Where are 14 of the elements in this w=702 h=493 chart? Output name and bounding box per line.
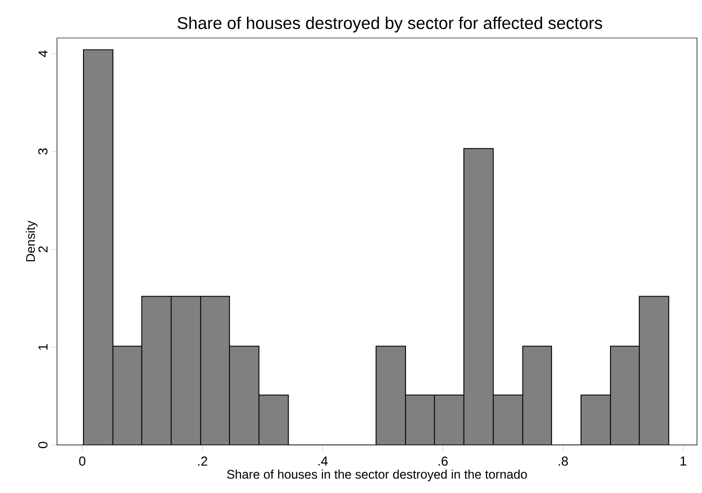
y-axis-title: Density (26, 220, 38, 262)
x-tick-label: .8 (558, 456, 568, 466)
x-tick-label: .2 (198, 456, 208, 466)
chart-title: Share of houses destroyed by sector for affected sectors (178, 16, 602, 32)
x-axis-title: Share of houses in the sector destroyed in the tornado (227, 470, 527, 482)
y-tick-label: 0 (38, 442, 48, 448)
y-tick-label: 3 (38, 148, 48, 155)
x-tick-label: 0 (79, 456, 86, 466)
y-tick-label: 2 (38, 246, 48, 252)
y-tick-label: 4 (38, 50, 48, 57)
x-tick-label: .6 (438, 456, 448, 466)
x-tick-label: 1 (680, 456, 686, 466)
x-tick-label: .4 (318, 456, 328, 466)
y-tick-label: 1 (38, 344, 48, 350)
